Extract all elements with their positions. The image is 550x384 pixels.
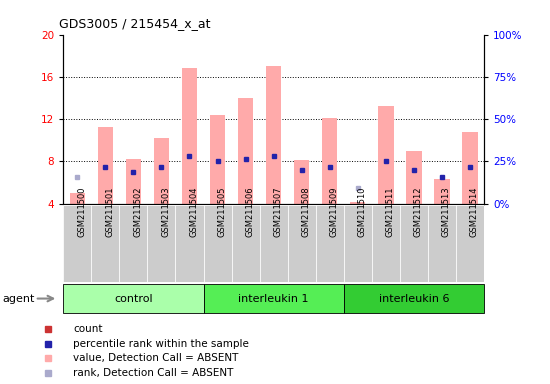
FancyBboxPatch shape [288, 205, 316, 282]
Text: GSM211514: GSM211514 [470, 186, 479, 237]
Text: GSM211512: GSM211512 [414, 186, 423, 237]
FancyBboxPatch shape [232, 205, 260, 282]
Bar [322, 118, 338, 204]
FancyBboxPatch shape [119, 205, 147, 282]
Text: interleukin 6: interleukin 6 [378, 293, 449, 304]
Text: GSM211504: GSM211504 [189, 186, 199, 237]
Text: GSM211507: GSM211507 [274, 186, 283, 237]
FancyBboxPatch shape [316, 205, 344, 282]
FancyBboxPatch shape [344, 205, 372, 282]
FancyBboxPatch shape [428, 205, 456, 282]
Bar [294, 160, 310, 204]
Text: GSM211501: GSM211501 [106, 186, 114, 237]
FancyBboxPatch shape [204, 205, 232, 282]
Text: agent: agent [3, 293, 35, 304]
Text: GSM211506: GSM211506 [245, 186, 255, 237]
Bar [406, 151, 422, 204]
Bar [462, 132, 478, 204]
Bar [153, 138, 169, 204]
FancyBboxPatch shape [63, 205, 91, 282]
Bar [378, 106, 394, 204]
Bar [182, 68, 197, 204]
Text: interleukin 1: interleukin 1 [238, 293, 309, 304]
Text: GSM211510: GSM211510 [358, 186, 367, 237]
FancyBboxPatch shape [344, 284, 484, 313]
Bar [238, 98, 254, 204]
FancyBboxPatch shape [260, 205, 288, 282]
Bar [434, 179, 450, 204]
Bar [266, 66, 282, 204]
Text: control: control [114, 293, 153, 304]
Bar [69, 193, 85, 204]
Text: GSM211505: GSM211505 [218, 186, 227, 237]
Bar [97, 127, 113, 204]
Text: GSM211503: GSM211503 [162, 186, 170, 237]
FancyBboxPatch shape [175, 205, 204, 282]
FancyBboxPatch shape [204, 284, 344, 313]
Text: GDS3005 / 215454_x_at: GDS3005 / 215454_x_at [59, 17, 211, 30]
FancyBboxPatch shape [147, 205, 175, 282]
Text: GSM211511: GSM211511 [386, 186, 395, 237]
Text: count: count [73, 324, 102, 334]
Text: GSM211513: GSM211513 [442, 186, 451, 237]
FancyBboxPatch shape [400, 205, 428, 282]
Bar [210, 115, 226, 204]
Text: GSM211500: GSM211500 [77, 186, 86, 237]
Text: GSM211502: GSM211502 [133, 186, 142, 237]
FancyBboxPatch shape [63, 284, 204, 313]
Bar [350, 202, 366, 204]
Text: percentile rank within the sample: percentile rank within the sample [73, 339, 249, 349]
Text: GSM211509: GSM211509 [330, 186, 339, 237]
FancyBboxPatch shape [372, 205, 400, 282]
FancyBboxPatch shape [456, 205, 484, 282]
Text: value, Detection Call = ABSENT: value, Detection Call = ABSENT [73, 353, 238, 364]
Text: rank, Detection Call = ABSENT: rank, Detection Call = ABSENT [73, 368, 233, 378]
Text: GSM211508: GSM211508 [301, 186, 311, 237]
FancyBboxPatch shape [91, 205, 119, 282]
Bar [125, 159, 141, 204]
